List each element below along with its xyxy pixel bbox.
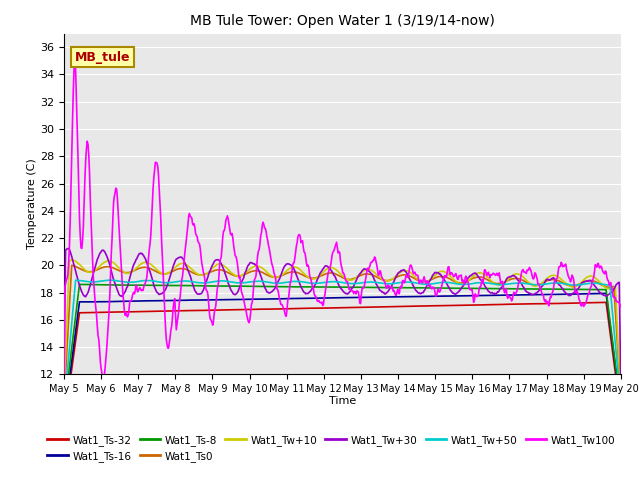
Legend: Wat1_Ts-32, Wat1_Ts-16, Wat1_Ts-8, Wat1_Ts0, Wat1_Tw+10, Wat1_Tw+30, Wat1_Tw+50,: Wat1_Ts-32, Wat1_Ts-16, Wat1_Ts-8, Wat1_…: [43, 431, 620, 466]
X-axis label: Time: Time: [329, 396, 356, 406]
Text: MB_tule: MB_tule: [75, 51, 131, 64]
Y-axis label: Temperature (C): Temperature (C): [28, 158, 37, 250]
Title: MB Tule Tower: Open Water 1 (3/19/14-now): MB Tule Tower: Open Water 1 (3/19/14-now…: [190, 14, 495, 28]
